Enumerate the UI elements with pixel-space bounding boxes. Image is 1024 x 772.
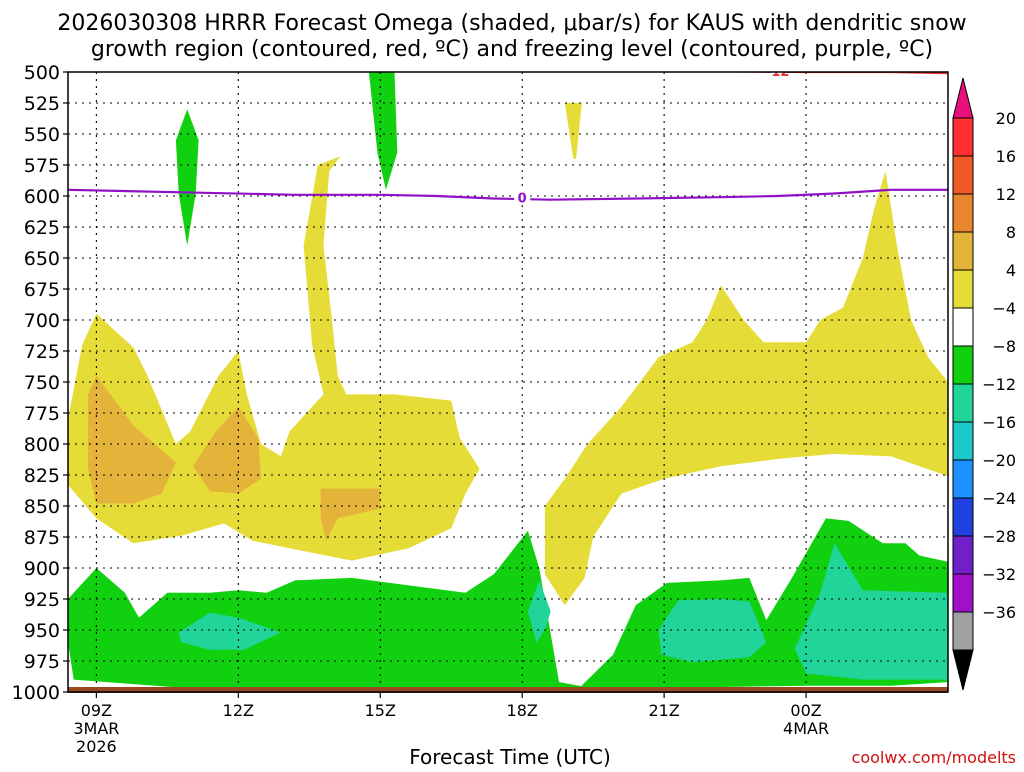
colorbar-bin-1 xyxy=(952,155,974,195)
xtick-date-00Z: 4MAR xyxy=(783,719,829,738)
colorbar-bin-10 xyxy=(952,497,974,537)
ytick-label-850: 850 xyxy=(24,496,60,518)
colorbar-label-9: −20 xyxy=(982,451,1016,470)
ytick-label-625: 625 xyxy=(24,217,60,239)
colorbar-label-5: −4 xyxy=(992,299,1016,318)
colorbar-bin-0 xyxy=(952,117,974,157)
colorbar-label-10: −24 xyxy=(982,489,1016,508)
colorbar-bin-6 xyxy=(952,345,974,385)
colorbar-bin-12 xyxy=(952,573,974,613)
colorbar-label-13: −36 xyxy=(982,603,1016,622)
omega-region-8 xyxy=(68,530,594,692)
ytick-label-500: 500 xyxy=(24,62,60,84)
colorbar-bin-7 xyxy=(952,383,974,423)
colorbar-label-12: −32 xyxy=(982,565,1016,584)
colorbar-bottom-arrow xyxy=(952,649,974,691)
colorbar-label-11: −28 xyxy=(982,527,1016,546)
credit-text: coolwx.com/modelts xyxy=(852,748,1016,767)
omega-region-7 xyxy=(368,72,398,190)
y-axis-ticks: 500 525 550 575 600 625 650 675 700 725 750 775 800 8… xyxy=(12,62,68,704)
title-line-2: growth region (contoured, red, ºC) and f… xyxy=(91,37,933,62)
omega-region-5 xyxy=(544,171,948,606)
colorbar-label-3: 8 xyxy=(1006,223,1016,242)
colorbar-bin-5 xyxy=(952,307,974,347)
omega-region-10 xyxy=(178,612,281,650)
ytick-label-725: 725 xyxy=(24,341,60,363)
omega-region-13 xyxy=(794,543,948,680)
omega-region-12 xyxy=(658,599,767,663)
colorbar-label-4: 4 xyxy=(1006,261,1016,280)
colorbar-bin-13 xyxy=(952,611,974,651)
colorbar-label-1: 16 xyxy=(996,147,1016,166)
ground-surface xyxy=(68,687,948,693)
ytick-label-700: 700 xyxy=(24,310,60,332)
omega-region-6 xyxy=(175,109,199,246)
plot-gridlines xyxy=(68,72,948,692)
colorbar-label-6: −8 xyxy=(992,337,1016,356)
xtick-label-12Z: 12Z xyxy=(223,701,254,720)
ytick-label-900: 900 xyxy=(24,558,60,580)
colorbar-label-8: −16 xyxy=(982,413,1016,432)
xtick-label-00Z: 00Z xyxy=(790,701,821,720)
xtick-year-09Z: 2026 xyxy=(76,737,117,756)
ytick-label-925: 925 xyxy=(24,589,60,611)
ytick-label-650: 650 xyxy=(24,248,60,270)
omega-region-3 xyxy=(320,488,381,541)
colorbar-top-arrow xyxy=(952,77,974,119)
colorbar-bin-3 xyxy=(952,231,974,271)
ytick-label-775: 775 xyxy=(24,403,60,425)
xtick-date-09Z: 3MAR xyxy=(73,719,119,738)
freezing-level-contour-label-bg xyxy=(514,190,531,205)
colorbar-legend: 20 16 12 8 4 −4 −8 −12 −16 −20 −24 −28 −32 −36 xyxy=(952,77,1016,691)
colorbar-label-0: 20 xyxy=(996,109,1016,128)
ground-strip xyxy=(68,687,948,693)
omega-region-4 xyxy=(564,103,582,159)
dendritic-growth-contour-label: -12 xyxy=(766,65,790,80)
xtick-label-18Z: 18Z xyxy=(507,701,538,720)
omega-region-1 xyxy=(87,375,176,504)
dendritic-growth-contour-label-bg xyxy=(769,72,786,78)
colorbar-bin-2 xyxy=(952,193,974,233)
x-axis-label: Forecast Time (UTC) xyxy=(409,745,611,768)
ytick-label-975: 975 xyxy=(24,651,60,673)
ytick-label-950: 950 xyxy=(24,620,60,642)
ytick-label-675: 675 xyxy=(24,279,60,301)
colorbar-label-7: −12 xyxy=(982,375,1016,394)
colorbar-bin-8 xyxy=(952,421,974,461)
ytick-label-800: 800 xyxy=(24,434,60,456)
xtick-label-09Z: 09Z xyxy=(81,701,112,720)
xtick-label-15Z: 15Z xyxy=(365,701,396,720)
omega-shaded-regions xyxy=(68,72,948,692)
ytick-label-525: 525 xyxy=(24,93,60,115)
omega-region-2 xyxy=(192,406,261,494)
ytick-label-875: 875 xyxy=(24,527,60,549)
title-line-1: 2026030308 HRRR Forecast Omega (shaded, … xyxy=(57,11,966,36)
chart-title: 2026030308 HRRR Forecast Omega (shaded, … xyxy=(57,11,966,62)
ytick-label-750: 750 xyxy=(24,372,60,394)
ytick-label-600: 600 xyxy=(24,186,60,208)
omega-region-11 xyxy=(527,580,551,643)
contour-lines: 0 -12 xyxy=(68,65,948,206)
ytick-label-550: 550 xyxy=(24,124,60,146)
colorbar-bin-4 xyxy=(952,269,974,309)
xtick-label-21Z: 21Z xyxy=(648,701,679,720)
freezing-level-contour-label: 0 xyxy=(518,191,527,206)
colorbar-label-2: 12 xyxy=(996,185,1016,204)
freezing-level-contour xyxy=(68,188,948,201)
ytick-label-575: 575 xyxy=(24,155,60,177)
ytick-label-1000: 1000 xyxy=(12,682,60,704)
ytick-label-825: 825 xyxy=(24,465,60,487)
colorbar-bin-9 xyxy=(952,459,974,499)
colorbar-bin-11 xyxy=(952,535,974,575)
